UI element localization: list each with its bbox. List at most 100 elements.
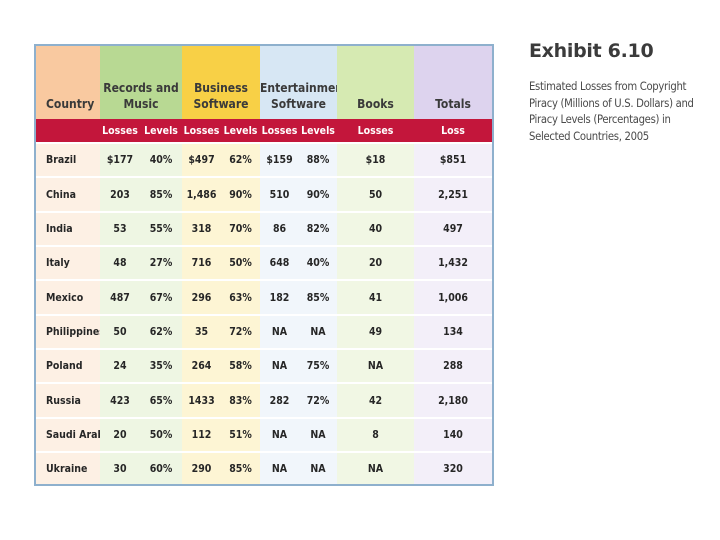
table-cell: NA (260, 451, 300, 484)
table-cell: 62% (140, 313, 183, 350)
header-books: Books (337, 46, 415, 119)
table-cell: 27% (140, 245, 183, 281)
table-cell: 86 (260, 210, 300, 247)
table-cell: 20 (337, 245, 415, 281)
table-cell: 82% (299, 210, 338, 247)
subheader-row: Losses Levels Losses Levels Losses Level… (36, 119, 492, 143)
table-row: Mexico 487 67% 296 63% 182 85% 41 1,006 (36, 279, 492, 315)
table-cell: 716 (182, 245, 222, 281)
table-cell: 296 (182, 279, 222, 315)
table-cell: 288 (414, 348, 492, 384)
header-totals: Totals (414, 46, 492, 119)
table-cell: 85% (299, 279, 338, 315)
table-cell: 58% (221, 348, 261, 384)
group-header-row: Country Records and Music Business Softw… (36, 46, 492, 119)
table-cell: 510 (260, 176, 300, 212)
table-cell: 1433 (182, 382, 222, 418)
table-row: China 203 85% 1,486 90% 510 90% 50 2,251 (36, 176, 492, 212)
country-name: Ukraine (36, 451, 100, 484)
table-cell: 90% (299, 176, 338, 212)
table-cell: 423 (100, 382, 140, 418)
table-cell: 90% (221, 176, 261, 212)
table-cell: 83% (221, 382, 261, 418)
subheader-cell: Levels (221, 119, 261, 143)
table-row: India 53 55% 318 70% 86 82% 40 497 (36, 210, 492, 247)
table-row: Russia 423 65% 1433 83% 282 72% 42 2,180 (36, 382, 492, 418)
table-cell: 50% (140, 416, 183, 453)
subheader-blank (36, 119, 100, 143)
country-name: Mexico (36, 279, 100, 315)
country-name: Russia (36, 382, 100, 418)
table-cell: NA (337, 348, 415, 384)
subheader-cell: Losses (260, 119, 300, 143)
table-cell: 264 (182, 348, 222, 384)
table-cell: 1,486 (182, 176, 222, 212)
subheader-cell: Levels (140, 119, 183, 143)
table-cell: 182 (260, 279, 300, 315)
table-cell: $18 (337, 141, 415, 178)
table-cell: 30 (100, 451, 140, 484)
table-cell: 35 (182, 313, 222, 350)
country-name: Italy (36, 245, 100, 281)
table-cell: 88% (299, 141, 338, 178)
table-cell: 140 (414, 416, 492, 453)
table-cell: 50 (100, 313, 140, 350)
table-cell: 282 (260, 382, 300, 418)
table-cell: NA (299, 416, 338, 453)
table-cell: 1,006 (414, 279, 492, 315)
table-cell: 75% (299, 348, 338, 384)
table-cell: 65% (140, 382, 183, 418)
table-cell: 112 (182, 416, 222, 453)
table-cell: $851 (414, 141, 492, 178)
piracy-table-frame: Country Records and Music Business Softw… (34, 44, 494, 486)
table-cell: 203 (100, 176, 140, 212)
table-cell: NA (299, 313, 338, 350)
table-cell: 51% (221, 416, 261, 453)
table-cell: NA (260, 313, 300, 350)
table-cell: 55% (140, 210, 183, 247)
table-cell: 1,432 (414, 245, 492, 281)
exhibit-title: Exhibit 6.10 (529, 40, 654, 62)
subheader-cell: Levels (299, 119, 338, 143)
table-cell: 50 (337, 176, 415, 212)
table-cell: 53 (100, 210, 140, 247)
table-cell: 72% (221, 313, 261, 350)
table-cell: 62% (221, 141, 261, 178)
table-cell: $159 (260, 141, 300, 178)
country-name: Saudi Arabia (36, 416, 100, 453)
table-cell: $177 (100, 141, 140, 178)
table-cell: 320 (414, 451, 492, 484)
table-cell: 487 (100, 279, 140, 315)
table-cell: 48 (100, 245, 140, 281)
table-cell: 134 (414, 313, 492, 350)
table-cell: 41 (337, 279, 415, 315)
table-cell: 35% (140, 348, 183, 384)
table-cell: 49 (337, 313, 415, 350)
header-records-music: Records and Music (100, 46, 183, 119)
table-cell: 63% (221, 279, 261, 315)
country-name: China (36, 176, 100, 212)
table-cell: 2,251 (414, 176, 492, 212)
table-cell: NA (260, 416, 300, 453)
table-cell: NA (299, 451, 338, 484)
exhibit-caption: Estimated Losses from Copyright Piracy (… (529, 80, 694, 143)
table-cell: 85% (140, 176, 183, 212)
table-cell: NA (337, 451, 415, 484)
table-cell: 318 (182, 210, 222, 247)
country-name: India (36, 210, 100, 247)
table-row: Brazil $177 40% $497 62% $159 88% $18 $851 (36, 141, 492, 178)
table-cell: 20 (100, 416, 140, 453)
header-entertainment-software: Entertainment Software (260, 46, 338, 119)
subheader-cell: Loss (414, 119, 492, 143)
table-cell: 290 (182, 451, 222, 484)
table-row: Philippines 50 62% 35 72% NA NA 49 134 (36, 313, 492, 350)
table-cell: 40 (337, 210, 415, 247)
table-cell: 497 (414, 210, 492, 247)
country-name: Poland (36, 348, 100, 384)
table-cell: 2,180 (414, 382, 492, 418)
subheader-cell: Losses (100, 119, 140, 143)
table-cell: 60% (140, 451, 183, 484)
subheader-cell: Losses (182, 119, 222, 143)
subheader-cell: Losses (337, 119, 415, 143)
table-cell: 50% (221, 245, 261, 281)
